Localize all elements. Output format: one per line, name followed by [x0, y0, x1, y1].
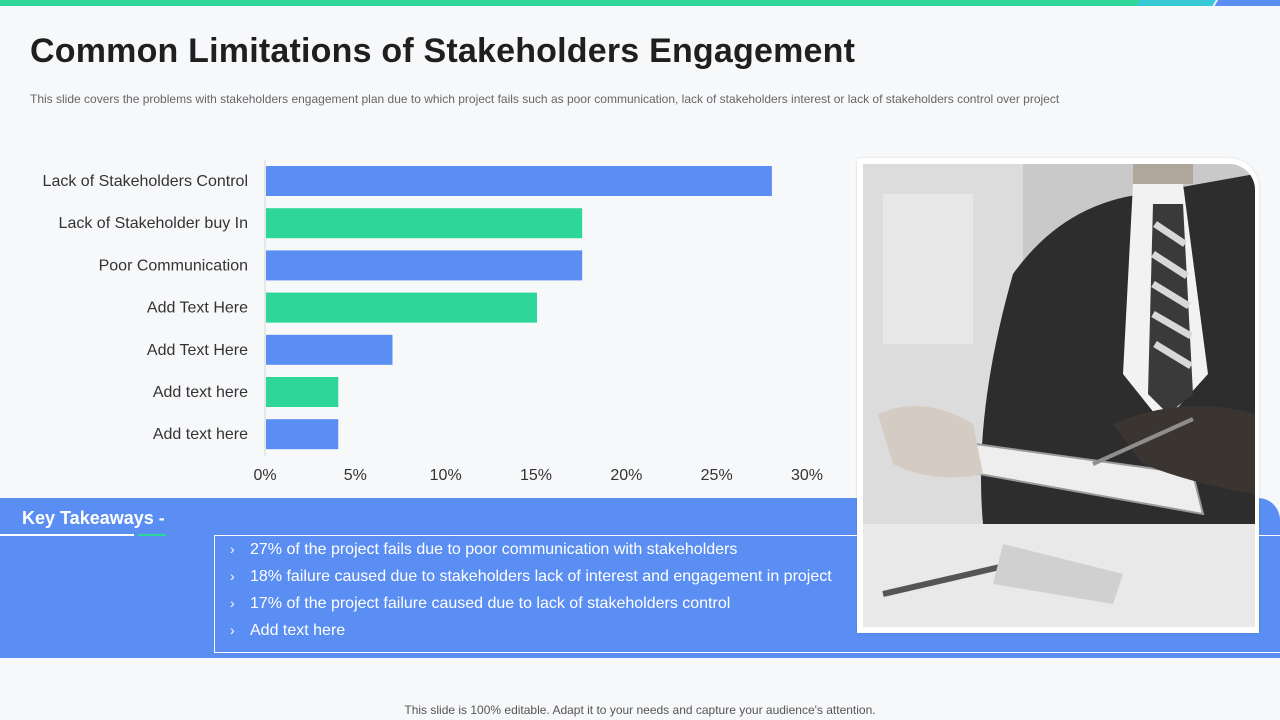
- takeaway-item: › Add text here: [230, 619, 832, 646]
- category-label: Add text here: [153, 426, 248, 443]
- photo-illustration: [863, 164, 1255, 627]
- takeaway-item: › 27% of the project fails due to poor co…: [230, 538, 832, 565]
- category-label: Poor Communication: [99, 257, 248, 274]
- bar: [266, 250, 583, 281]
- bar: [266, 208, 583, 239]
- x-tick-label: 20%: [610, 467, 642, 484]
- x-tick-label: 15%: [520, 467, 552, 484]
- x-tick-label: 25%: [701, 467, 733, 484]
- x-tick-label: 30%: [791, 467, 823, 484]
- takeaways-underline-accent: [138, 534, 166, 536]
- bar: [266, 334, 393, 365]
- slide-subtitle: This slide covers the problems with stak…: [30, 92, 1060, 106]
- x-tick-label: 10%: [430, 467, 462, 484]
- chevron-right-icon: ›: [230, 622, 235, 638]
- slide-footer: This slide is 100% editable. Adapt it to…: [404, 703, 876, 717]
- takeaways-list: › 27% of the project fails due to poor co…: [230, 538, 832, 646]
- top-accent-bar-teal: [1136, 0, 1216, 6]
- businessman-with-tablet-photo: [863, 164, 1255, 627]
- bar: [266, 292, 537, 323]
- bar: [266, 419, 339, 450]
- takeaway-item: › 18% failure caused due to stakeholders …: [230, 565, 832, 592]
- top-accent-bar-green: [0, 0, 1140, 6]
- category-label: Add text here: [153, 384, 248, 401]
- chevron-right-icon: ›: [230, 568, 235, 584]
- x-tick-label: 5%: [344, 467, 367, 484]
- takeaways-frame: [214, 535, 1280, 653]
- category-label: Add Text Here: [147, 300, 248, 317]
- takeaways-underline: [0, 534, 134, 536]
- bar: [266, 166, 772, 196]
- chevron-right-icon: ›: [230, 541, 235, 557]
- slide-title: Common Limitations of Stakeholders Engag…: [30, 32, 856, 70]
- bar-chart: Lack of Stakeholders Control Lack of Stak…: [43, 160, 823, 484]
- bar: [266, 377, 339, 407]
- takeaways-title: Key Takeaways -: [22, 508, 165, 528]
- category-label: Add Text Here: [147, 342, 248, 359]
- category-label: Lack of Stakeholder buy In: [59, 215, 248, 232]
- takeaway-item: › 17% of the project failure caused due t…: [230, 592, 832, 619]
- x-tick-label: 0%: [253, 467, 276, 484]
- category-label: Lack of Stakeholders Control: [43, 173, 248, 190]
- top-accent-bar-blue: [1214, 0, 1280, 6]
- chevron-right-icon: ›: [230, 595, 235, 611]
